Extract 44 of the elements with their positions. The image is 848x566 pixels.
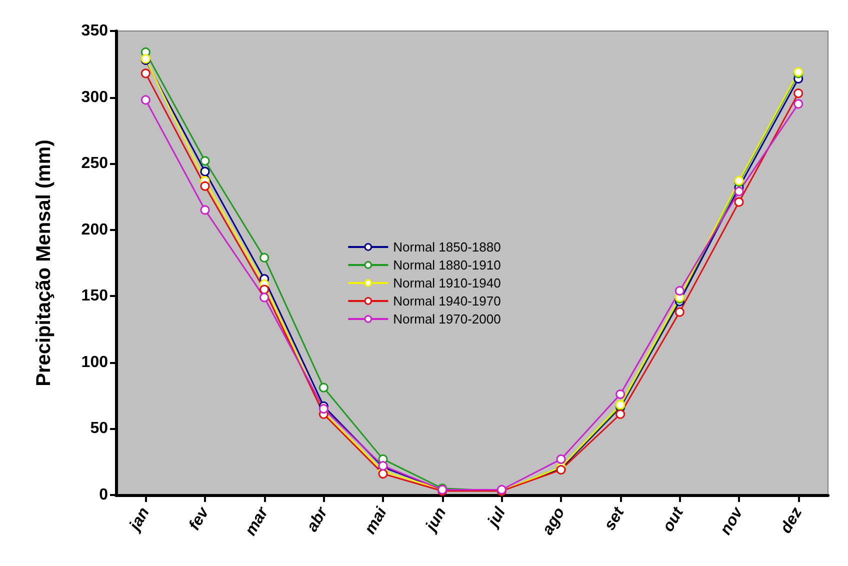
point <box>734 186 744 196</box>
legend-label: Normal 1970-2000 <box>393 312 501 326</box>
x-tick-label: jul <box>484 504 510 532</box>
legend-label: Normal 1940-1970 <box>393 294 501 308</box>
x-tick-label: dez <box>778 504 806 536</box>
point <box>794 88 804 98</box>
point <box>616 390 626 399</box>
y-tick-label: 150 <box>81 288 108 305</box>
point <box>616 409 626 419</box>
point <box>378 469 388 479</box>
point <box>318 404 328 414</box>
point <box>140 95 150 105</box>
point <box>674 286 684 296</box>
x-tick-label: set <box>601 504 628 534</box>
point <box>200 166 210 176</box>
point <box>318 382 328 392</box>
y-tick-label: 100 <box>81 354 108 371</box>
y-tick-label: 250 <box>81 155 108 172</box>
legend-label: Normal 1910-1940 <box>393 276 501 290</box>
x-tick-label: ago <box>539 504 568 538</box>
legend-label: Normal 1880-1910 <box>393 258 501 272</box>
x-tick-label: out <box>660 504 688 535</box>
point <box>260 252 270 262</box>
point <box>260 284 270 294</box>
point <box>556 454 566 464</box>
point <box>260 292 270 302</box>
y-tick-label: 350 <box>81 22 108 40</box>
point <box>200 181 210 191</box>
x-tick-label: fev <box>186 504 213 534</box>
x-tick-label: abr <box>304 504 332 535</box>
point <box>794 99 804 109</box>
point <box>200 205 210 215</box>
x-tick-label: jan <box>126 504 154 535</box>
y-tick-label: 50 <box>90 420 108 438</box>
point <box>200 156 210 166</box>
point <box>674 307 684 317</box>
y-tick-label: 300 <box>81 88 108 106</box>
y-axis-title: Precipitação Mensal (mm) <box>33 140 55 386</box>
point <box>734 197 744 207</box>
point <box>140 68 150 78</box>
y-tick-label: 0 <box>99 486 108 504</box>
y-tick-label: 200 <box>81 221 108 238</box>
legend-label: Normal 1850-1880 <box>393 240 501 254</box>
x-tick-label: jun <box>422 504 450 536</box>
